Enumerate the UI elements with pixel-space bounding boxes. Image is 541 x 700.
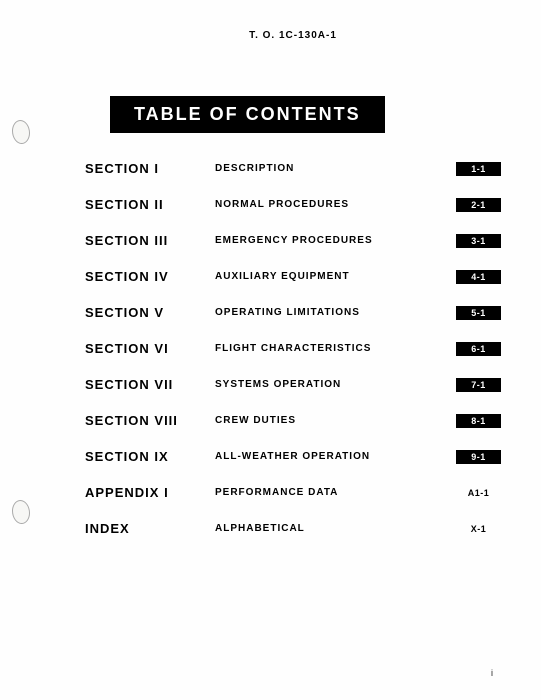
section-title: AUXILIARY EQUIPMENT: [215, 271, 456, 282]
section-label: SECTION VII: [85, 377, 215, 392]
section-title: PERFORMANCE DATA: [215, 487, 456, 498]
page-reference: 9-1: [456, 450, 501, 464]
toc-row: SECTION IV AUXILIARY EQUIPMENT 4-1: [85, 269, 501, 284]
page-reference: X-1: [456, 522, 501, 536]
punch-hole: [12, 120, 30, 144]
page-reference: 1-1: [456, 162, 501, 176]
table-of-contents: SECTION I DESCRIPTION 1-1 SECTION II NOR…: [85, 161, 501, 536]
toc-row: SECTION VIII CREW DUTIES 8-1: [85, 413, 501, 428]
toc-row: SECTION VII SYSTEMS OPERATION 7-1: [85, 377, 501, 392]
page-reference: 8-1: [456, 414, 501, 428]
toc-row: SECTION II NORMAL PROCEDURES 2-1: [85, 197, 501, 212]
title-wrapper: TABLE OF CONTENTS: [85, 96, 501, 161]
section-title: CREW DUTIES: [215, 415, 456, 426]
toc-row: INDEX ALPHABETICAL X-1: [85, 521, 501, 536]
page-reference: 3-1: [456, 234, 501, 248]
section-label: SECTION III: [85, 233, 215, 248]
toc-row: SECTION VI FLIGHT CHARACTERISTICS 6-1: [85, 341, 501, 356]
page-reference: 6-1: [456, 342, 501, 356]
section-label: SECTION IX: [85, 449, 215, 464]
section-title: DESCRIPTION: [215, 163, 456, 174]
toc-row: SECTION IX ALL-WEATHER OPERATION 9-1: [85, 449, 501, 464]
page-reference: 2-1: [456, 198, 501, 212]
section-title: ALPHABETICAL: [215, 523, 456, 534]
punch-hole: [12, 500, 30, 524]
section-label: SECTION VIII: [85, 413, 215, 428]
page-reference: A1-1: [456, 486, 501, 500]
toc-row: SECTION III EMERGENCY PROCEDURES 3-1: [85, 233, 501, 248]
page-reference: 4-1: [456, 270, 501, 284]
page-number: i: [491, 668, 493, 678]
section-label: INDEX: [85, 521, 215, 536]
binding-holes: [12, 0, 32, 700]
section-title: SYSTEMS OPERATION: [215, 379, 456, 390]
page-reference: 7-1: [456, 378, 501, 392]
section-title: OPERATING LIMITATIONS: [215, 307, 456, 318]
section-title: ALL-WEATHER OPERATION: [215, 451, 456, 462]
section-title: NORMAL PROCEDURES: [215, 199, 456, 210]
document-header: T. O. 1C-130A-1: [85, 30, 501, 41]
section-label: SECTION IV: [85, 269, 215, 284]
page-title: TABLE OF CONTENTS: [110, 96, 385, 133]
toc-row: SECTION V OPERATING LIMITATIONS 5-1: [85, 305, 501, 320]
section-label: SECTION V: [85, 305, 215, 320]
document-page: T. O. 1C-130A-1 TABLE OF CONTENTS SECTIO…: [0, 0, 541, 700]
toc-row: SECTION I DESCRIPTION 1-1: [85, 161, 501, 176]
section-title: EMERGENCY PROCEDURES: [215, 235, 456, 246]
toc-row: APPENDIX I PERFORMANCE DATA A1-1: [85, 485, 501, 500]
section-label: SECTION I: [85, 161, 215, 176]
section-label: SECTION VI: [85, 341, 215, 356]
section-title: FLIGHT CHARACTERISTICS: [215, 343, 456, 354]
section-label: APPENDIX I: [85, 485, 215, 500]
section-label: SECTION II: [85, 197, 215, 212]
page-reference: 5-1: [456, 306, 501, 320]
